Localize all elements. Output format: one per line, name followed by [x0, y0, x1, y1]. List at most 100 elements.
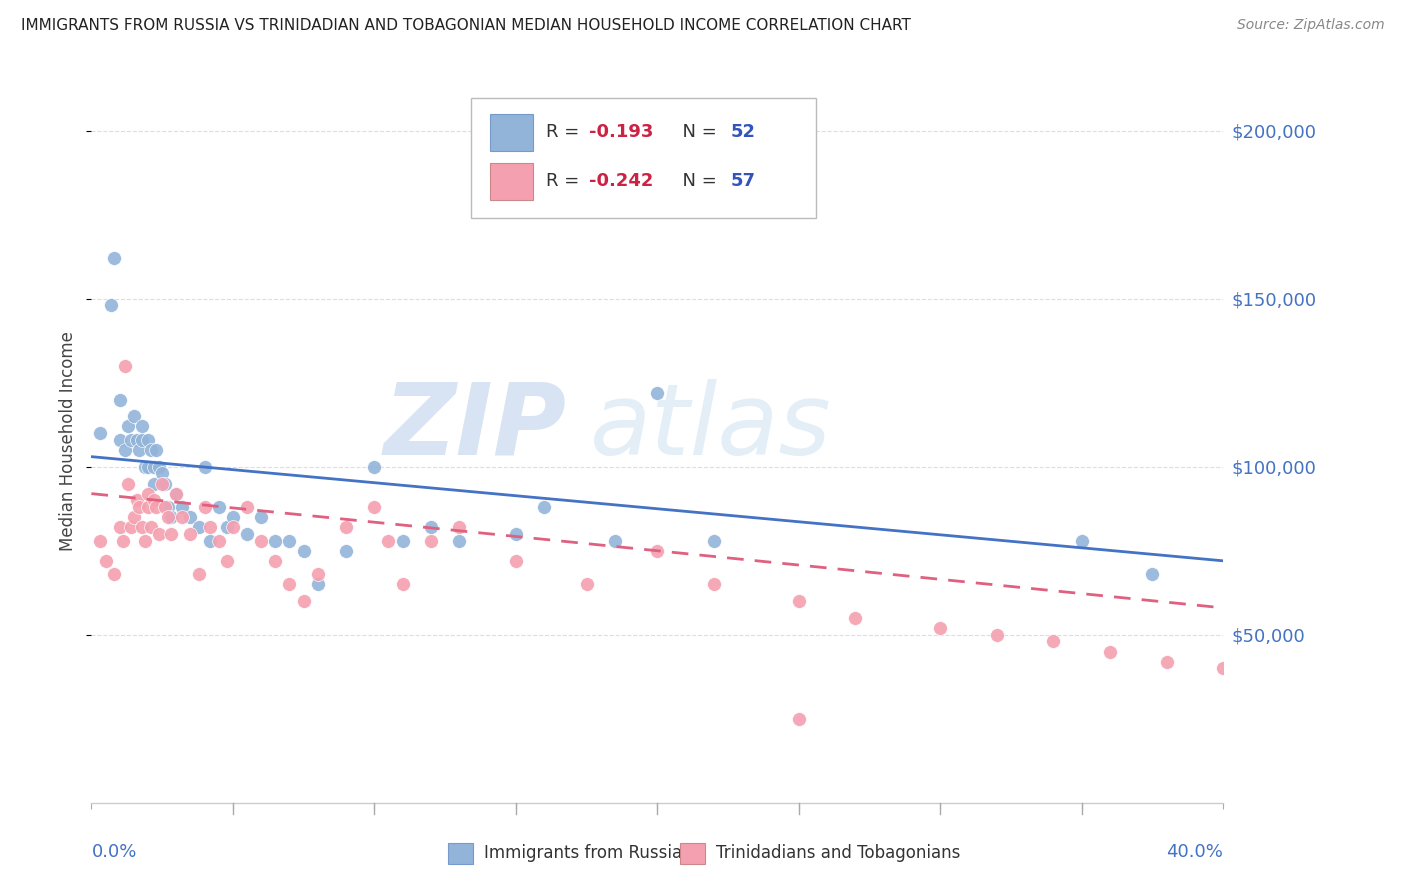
Point — [150, 467, 173, 481]
Point — [108, 520, 131, 534]
Point — [200, 520, 222, 534]
Point — [419, 520, 441, 534]
Point — [1070, 533, 1092, 548]
Point — [505, 527, 527, 541]
Point — [111, 533, 134, 548]
Point — [145, 442, 167, 457]
Point — [145, 500, 167, 514]
Point — [131, 419, 153, 434]
Point — [278, 577, 301, 591]
Point — [114, 359, 136, 373]
Text: 40.0%: 40.0% — [1167, 843, 1223, 861]
Point — [236, 500, 259, 514]
Bar — [489, 162, 533, 200]
Point — [156, 510, 179, 524]
Point — [156, 500, 179, 514]
Text: -0.242: -0.242 — [589, 172, 654, 190]
Point — [179, 510, 201, 524]
Point — [94, 554, 117, 568]
Point — [222, 510, 245, 524]
Point — [179, 527, 201, 541]
Point — [250, 510, 273, 524]
Point — [1212, 661, 1234, 675]
Point — [193, 500, 217, 514]
Point — [929, 621, 952, 635]
Point — [89, 426, 111, 441]
Point — [200, 533, 222, 548]
Point — [103, 252, 125, 266]
Point — [131, 520, 153, 534]
Point — [505, 554, 527, 568]
Point — [363, 459, 385, 474]
Point — [139, 520, 162, 534]
Point — [208, 533, 231, 548]
Point — [136, 433, 159, 447]
Text: N =: N = — [671, 172, 723, 190]
Point — [1098, 644, 1121, 658]
Text: IMMIGRANTS FROM RUSSIA VS TRINIDADIAN AND TOBAGONIAN MEDIAN HOUSEHOLD INCOME COR: IMMIGRANTS FROM RUSSIA VS TRINIDADIAN AN… — [21, 18, 911, 33]
Point — [533, 500, 555, 514]
Point — [1042, 634, 1064, 648]
Point — [148, 459, 170, 474]
Point — [844, 611, 866, 625]
Point — [193, 459, 217, 474]
Point — [128, 442, 150, 457]
Point — [89, 533, 111, 548]
Text: N =: N = — [671, 123, 723, 141]
Point — [153, 500, 176, 514]
Point — [575, 577, 598, 591]
Point — [134, 459, 156, 474]
Point — [150, 476, 173, 491]
Point — [307, 567, 329, 582]
Point — [645, 543, 668, 558]
Point — [170, 500, 193, 514]
Point — [335, 520, 357, 534]
Point — [108, 392, 131, 407]
Point — [100, 298, 122, 312]
Point — [1142, 567, 1164, 582]
Point — [363, 500, 385, 514]
Point — [136, 486, 159, 500]
Point — [787, 712, 810, 726]
Text: 57: 57 — [731, 172, 756, 190]
Point — [170, 510, 193, 524]
Point — [703, 533, 725, 548]
Point — [250, 533, 273, 548]
Point — [449, 520, 471, 534]
Text: 52: 52 — [731, 123, 756, 141]
Point — [136, 459, 159, 474]
Point — [187, 520, 209, 534]
Text: ZIP: ZIP — [384, 378, 567, 475]
Point — [117, 419, 139, 434]
Text: atlas: atlas — [589, 378, 831, 475]
Text: R =: R = — [547, 172, 585, 190]
Point — [292, 543, 315, 558]
Point — [122, 510, 145, 524]
Point — [264, 533, 287, 548]
Point — [292, 594, 315, 608]
Point — [139, 442, 162, 457]
Point — [142, 493, 165, 508]
Point — [117, 476, 139, 491]
Point — [217, 520, 239, 534]
Point — [153, 476, 176, 491]
Point — [217, 554, 239, 568]
Point — [1156, 655, 1178, 669]
Point — [108, 433, 131, 447]
Text: -0.193: -0.193 — [589, 123, 654, 141]
Point — [165, 486, 187, 500]
Point — [603, 533, 626, 548]
Point — [122, 409, 145, 424]
Point — [335, 543, 357, 558]
Point — [645, 385, 668, 400]
Point — [142, 459, 165, 474]
Point — [208, 500, 231, 514]
Point — [125, 493, 148, 508]
Point — [148, 527, 170, 541]
Point — [377, 533, 399, 548]
Point — [187, 567, 209, 582]
Point — [278, 533, 301, 548]
Text: Immigrants from Russia: Immigrants from Russia — [484, 845, 682, 863]
Text: 0.0%: 0.0% — [91, 843, 136, 861]
Point — [159, 510, 181, 524]
